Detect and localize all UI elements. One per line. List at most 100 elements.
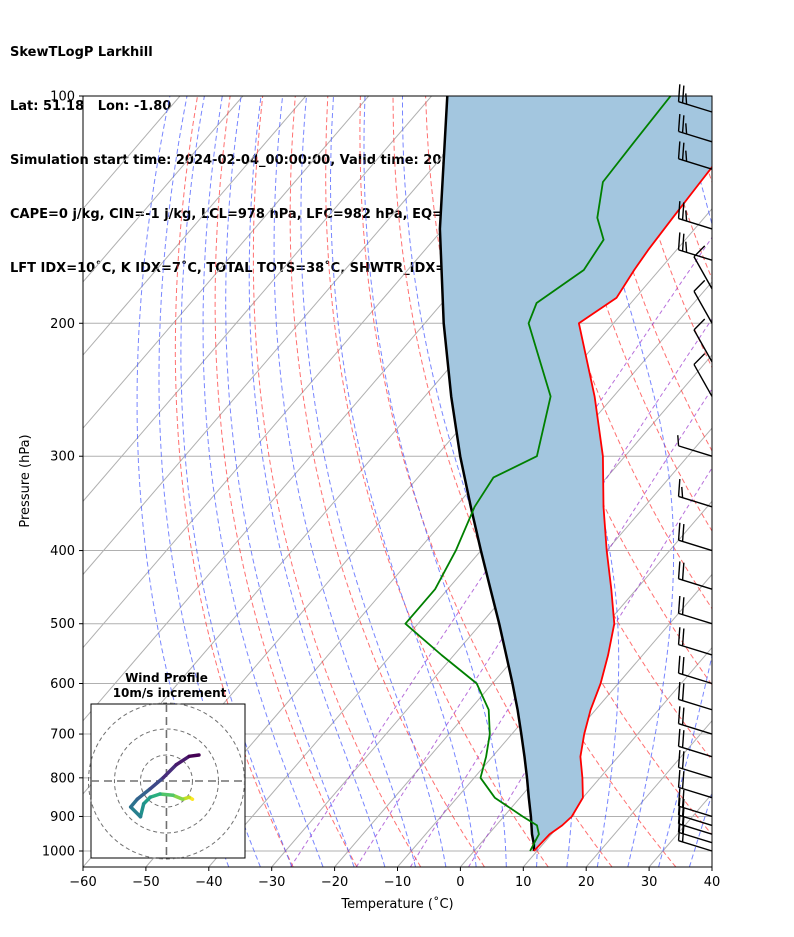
y-tick-label: 700 — [50, 728, 75, 743]
moist-adiabat — [329, 96, 477, 867]
temperature-profile-line — [533, 165, 712, 852]
moist-adiabat — [248, 96, 386, 867]
dry-adiabat — [214, 96, 358, 867]
dry-adiabat — [252, 96, 422, 867]
x-tick-label: −50 — [132, 875, 159, 890]
wind-barb — [677, 595, 713, 625]
wind-barb — [677, 479, 713, 508]
hodograph-ring — [87, 702, 245, 860]
hodograph-segment — [158, 792, 175, 798]
wind-barb — [677, 232, 713, 261]
isotherm-gridline — [585, 719, 712, 867]
moist-adiabat — [580, 96, 675, 867]
location-line: Lat: 51.18 Lon: -1.80 — [10, 99, 172, 114]
x-axis-label: Temperature (˚C) — [340, 896, 453, 912]
x-tick-label: −30 — [258, 875, 285, 890]
hodograph-segment — [148, 776, 165, 791]
wind-barb — [693, 279, 713, 324]
wind-barb — [677, 750, 713, 779]
wind-barb — [677, 84, 713, 113]
hodograph-segment — [161, 763, 178, 780]
isotherm-gridline — [83, 96, 307, 356]
x-tick-label: 0 — [456, 875, 464, 890]
isotherm-gridline — [83, 96, 244, 283]
x-tick-label: −60 — [69, 875, 96, 890]
mixing-ratio-line — [290, 236, 712, 867]
dry-adiabat — [751, 96, 794, 867]
moist-adiabat — [202, 96, 324, 867]
x-tick-label: −10 — [384, 875, 411, 890]
isotherm-gridline — [83, 96, 370, 429]
wind-barb — [677, 561, 713, 590]
y-tick-label: 800 — [50, 771, 75, 786]
isotherm-gridline — [334, 427, 712, 867]
wind-barb — [677, 435, 713, 457]
hodograph-segment — [174, 754, 191, 767]
y-tick-label: 600 — [50, 677, 75, 692]
inset-subtitle: 10m/s increment — [113, 686, 227, 700]
wind-barb — [693, 318, 713, 363]
moist-adiabat — [273, 96, 416, 867]
dry-adiabat — [685, 96, 712, 184]
dry-adiabat — [719, 96, 794, 867]
hodograph-segment — [187, 753, 201, 759]
isotherm-gridline — [397, 500, 712, 867]
moist-adiabat — [225, 96, 355, 867]
hodograph-frame — [90, 703, 246, 859]
isotherm-gridline — [775, 96, 794, 867]
y-tick-label: 400 — [50, 544, 75, 559]
x-tick-label: 20 — [578, 875, 595, 890]
wind-barb — [677, 522, 713, 552]
dry-adiabat — [289, 96, 485, 867]
wind-barb — [677, 141, 713, 170]
wind-barb — [677, 706, 713, 735]
y-tick-label: 1000 — [42, 845, 75, 860]
dry-adiabat — [522, 96, 712, 610]
x-tick-label: 10 — [515, 875, 532, 890]
moist-adiabat — [402, 96, 538, 867]
moist-adiabat — [363, 96, 507, 867]
moist-adiabat — [658, 96, 712, 867]
wind-barb — [677, 681, 713, 711]
x-tick-label: −20 — [321, 875, 348, 890]
hodograph-segment — [128, 805, 143, 819]
isotherm-gridline — [83, 96, 432, 503]
x-tick-label: 30 — [641, 875, 658, 890]
dry-adiabat — [588, 96, 712, 452]
isotherm-gridline — [83, 96, 495, 576]
y-axis-label: Pressure (hPa) — [18, 434, 33, 527]
y-tick-label: 100 — [50, 90, 75, 105]
parcel-profile-line — [438, 96, 536, 851]
wind-barb — [693, 353, 713, 397]
hodograph-ring — [139, 754, 193, 808]
hodograph-segment — [138, 802, 146, 819]
wind-barb — [677, 627, 713, 656]
y-tick-label: 500 — [50, 617, 75, 632]
dry-adiabat — [174, 96, 294, 867]
wind-barb — [677, 728, 713, 758]
isotherm-gridline — [711, 866, 712, 867]
y-tick-label: 300 — [50, 450, 75, 465]
mixing-ratio-line — [355, 318, 712, 867]
hodograph-ring — [113, 728, 219, 834]
wind-barb — [677, 769, 713, 799]
wind-barb — [677, 201, 713, 230]
dry-adiabat — [555, 96, 712, 532]
y-tick-label: 900 — [50, 810, 75, 825]
chart-title: SkewTLogP Larkhill — [10, 45, 153, 60]
dewpoint-profile-line — [404, 96, 672, 852]
isotherm-gridline — [522, 646, 712, 867]
inset-title: Wind Profile — [125, 671, 208, 685]
y-tick-label: 200 — [50, 317, 75, 332]
moist-adiabat — [180, 96, 293, 867]
dry-adiabat — [784, 96, 794, 867]
wind-barb — [677, 114, 713, 143]
x-tick-label: 40 — [704, 875, 721, 890]
wind-barb — [677, 655, 713, 685]
x-tick-label: −40 — [195, 875, 222, 890]
dry-adiabat — [325, 96, 549, 867]
moist-adiabat — [720, 96, 794, 867]
moist-adiabat — [688, 792, 712, 867]
hodograph-segment — [135, 787, 152, 801]
